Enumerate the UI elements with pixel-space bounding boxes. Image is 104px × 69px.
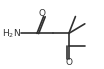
Text: O: O xyxy=(65,58,72,67)
Text: O: O xyxy=(39,9,46,18)
Text: H$_2$N: H$_2$N xyxy=(2,27,21,40)
